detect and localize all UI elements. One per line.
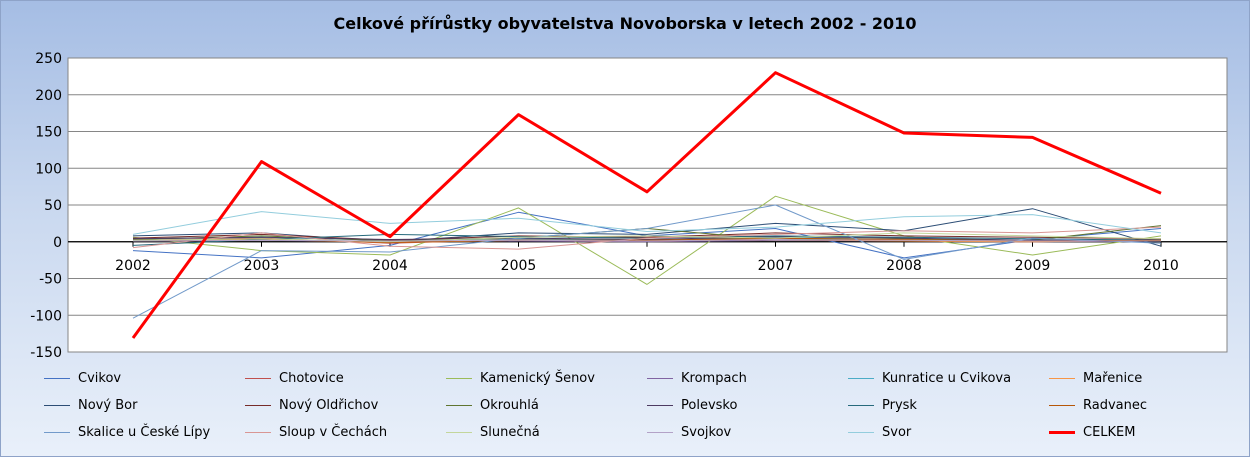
- y-tick-label: -150: [30, 345, 62, 361]
- x-tick-label: 2006: [629, 258, 665, 274]
- series-line: [132, 239, 1161, 242]
- chart-title: Celkové přírůstky obyvatelstva Novoborsk…: [333, 14, 917, 33]
- series-line: [132, 211, 1162, 235]
- y-tick-label: 150: [35, 125, 62, 141]
- series-line-total: [131, 71, 1162, 339]
- x-tick-label: 2003: [244, 258, 280, 274]
- y-tick-label: -100: [30, 308, 62, 324]
- y-tick-label: 200: [35, 88, 62, 104]
- x-tick-label: 2010: [1143, 258, 1179, 274]
- series-line: [132, 232, 1162, 241]
- x-tick-label: 2008: [886, 258, 922, 274]
- series-line: [132, 195, 1162, 285]
- x-tick-label: 2002: [115, 258, 151, 274]
- x-tick-label: 2004: [372, 258, 408, 274]
- series-line: [132, 232, 1162, 243]
- series-line: [132, 226, 1162, 250]
- x-tick-label: 2007: [758, 258, 794, 274]
- y-tick-label: -50: [39, 272, 62, 288]
- y-tick-label: 50: [44, 198, 62, 214]
- series-line: [132, 204, 1162, 319]
- x-tick-label: 2005: [501, 258, 537, 274]
- y-tick-label: 0: [53, 235, 62, 251]
- y-tick-label: 100: [35, 161, 62, 177]
- x-tick-label: 2009: [1015, 258, 1051, 274]
- y-tick-label: 250: [35, 51, 62, 67]
